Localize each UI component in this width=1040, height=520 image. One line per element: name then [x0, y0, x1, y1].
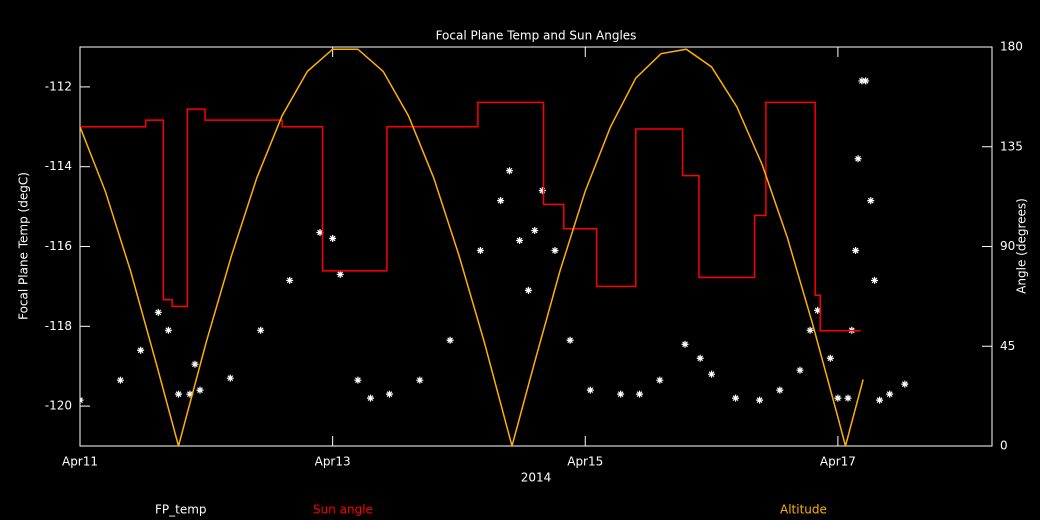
data-point: [732, 394, 740, 402]
legend-label: FP_temp: [155, 503, 207, 517]
data-point: [696, 354, 704, 362]
data-point: [708, 370, 716, 378]
data-point: [531, 227, 539, 235]
data-point: [186, 390, 194, 398]
data-point: [316, 229, 324, 237]
y-tick-label: -112: [45, 79, 72, 93]
data-point: [826, 354, 834, 362]
data-point: [497, 197, 505, 205]
data-point: [191, 360, 199, 368]
y2-tick-label: 0: [1000, 439, 1008, 453]
plot-frame: [79, 46, 993, 447]
x-tick-label: Apr15: [567, 455, 603, 469]
data-point: [80, 396, 84, 404]
data-point: [796, 366, 804, 374]
data-point: [367, 394, 375, 402]
y2-tick-label: 45: [1000, 339, 1015, 353]
data-point: [336, 270, 344, 278]
data-point: [505, 167, 513, 175]
data-point: [886, 390, 894, 398]
data-point: [196, 386, 204, 394]
data-point: [681, 340, 689, 348]
data-point: [551, 246, 559, 254]
data-point: [617, 390, 625, 398]
data-point: [586, 386, 594, 394]
data-point: [858, 77, 866, 85]
x-tick-label: Apr13: [315, 455, 351, 469]
data-point: [257, 326, 265, 334]
data-point: [137, 346, 145, 354]
data-point: [164, 326, 172, 334]
y-axis-label: Focal Plane Temp (degC): [17, 172, 31, 320]
data-point: [806, 326, 814, 334]
plot-area: [80, 48, 909, 446]
data-point: [286, 276, 294, 284]
data-point: [901, 380, 909, 388]
data-point: [814, 306, 822, 314]
data-point: [538, 187, 546, 195]
y2-tick-label: 180: [1000, 40, 1023, 54]
data-point: [876, 396, 884, 404]
data-point: [862, 77, 870, 85]
data-point: [175, 390, 183, 398]
data-point: [446, 336, 454, 344]
data-point: [416, 376, 424, 384]
y-tick-label: -116: [45, 239, 72, 253]
x-tick-label: Apr17: [820, 455, 856, 469]
x-axis-label: 2014: [521, 471, 552, 485]
data-point: [636, 390, 644, 398]
data-point: [871, 276, 879, 284]
y-tick-label: -120: [45, 399, 72, 413]
y-tick-label: -114: [45, 159, 72, 173]
data-point: [776, 386, 784, 394]
y2-axis-label: Angle (degrees): [1015, 198, 1029, 294]
data-line: [80, 101, 861, 332]
data-point: [154, 308, 162, 316]
data-point: [385, 390, 393, 398]
data-point: [329, 235, 337, 243]
data-point: [354, 376, 362, 384]
y2-tick-label: 90: [1000, 239, 1015, 253]
data-line: [80, 48, 864, 446]
data-point: [524, 286, 532, 294]
data-point: [834, 394, 842, 402]
data-point: [656, 376, 664, 384]
data-point: [116, 376, 124, 384]
data-point: [854, 155, 862, 163]
data-point: [516, 237, 524, 245]
data-point: [476, 246, 484, 254]
data-point: [756, 396, 764, 404]
data-point: [852, 246, 860, 254]
data-point: [867, 197, 875, 205]
y-tick-label: -118: [45, 319, 72, 333]
chart-title: Focal Plane Temp and Sun Angles: [436, 29, 637, 43]
x-tick-label: Apr11: [62, 455, 98, 469]
data-point: [226, 374, 234, 382]
legend-label: Altitude: [780, 503, 827, 517]
data-point: [844, 394, 852, 402]
legend-label: Sun angle: [313, 503, 373, 517]
data-point: [566, 336, 574, 344]
y2-tick-label: 135: [1000, 139, 1023, 153]
